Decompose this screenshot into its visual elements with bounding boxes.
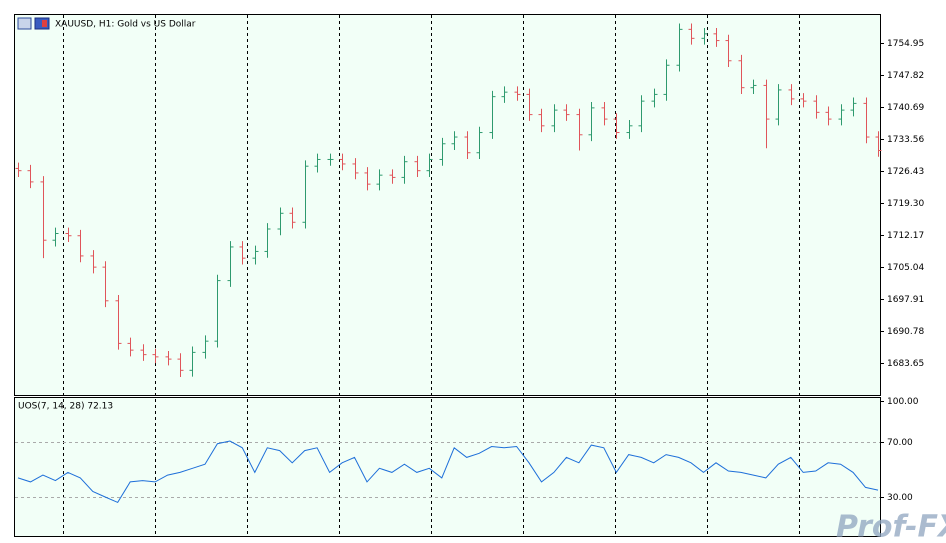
oscillator-panel bbox=[14, 397, 881, 537]
y-tick-label: 1726.43 bbox=[887, 167, 924, 177]
y-tick-label: 1747.82 bbox=[887, 71, 924, 81]
y-tick-label: 1733.56 bbox=[887, 135, 924, 145]
y-tick-label: 1740.69 bbox=[887, 103, 924, 113]
oscillator-line bbox=[17, 440, 879, 504]
y-tick-label: 100.00 bbox=[887, 397, 919, 407]
y-tick-label: 70.00 bbox=[887, 438, 913, 448]
y-tick-label: 1712.17 bbox=[887, 231, 924, 241]
watermark: Prof-FX bbox=[836, 510, 946, 543]
period-separators bbox=[63, 15, 800, 536]
icon bbox=[17, 17, 32, 30]
price-panel bbox=[14, 14, 881, 396]
y-tick-label: 1683.65 bbox=[887, 359, 924, 369]
chart-title: XAUUSD, H1: Gold vs US Dollar bbox=[55, 20, 196, 30]
plot: 1754.95 1747.82 1740.69 1733.56 1726.43 1719.… bbox=[15, 23, 924, 504]
icon bbox=[42, 20, 47, 27]
y-tick-label: 1754.95 bbox=[887, 39, 924, 49]
y-tick-label: 1690.78 bbox=[887, 327, 924, 337]
symbol-icon bbox=[17, 17, 50, 30]
y-tick-label: 1719.30 bbox=[887, 199, 924, 209]
y-tick-label: 1705.04 bbox=[887, 263, 924, 273]
y-tick-label: 30.00 bbox=[887, 493, 913, 503]
y-tick-label: 1697.91 bbox=[887, 295, 924, 305]
indicator-title: UOS(7, 14, 28) 72.13 bbox=[18, 402, 113, 412]
